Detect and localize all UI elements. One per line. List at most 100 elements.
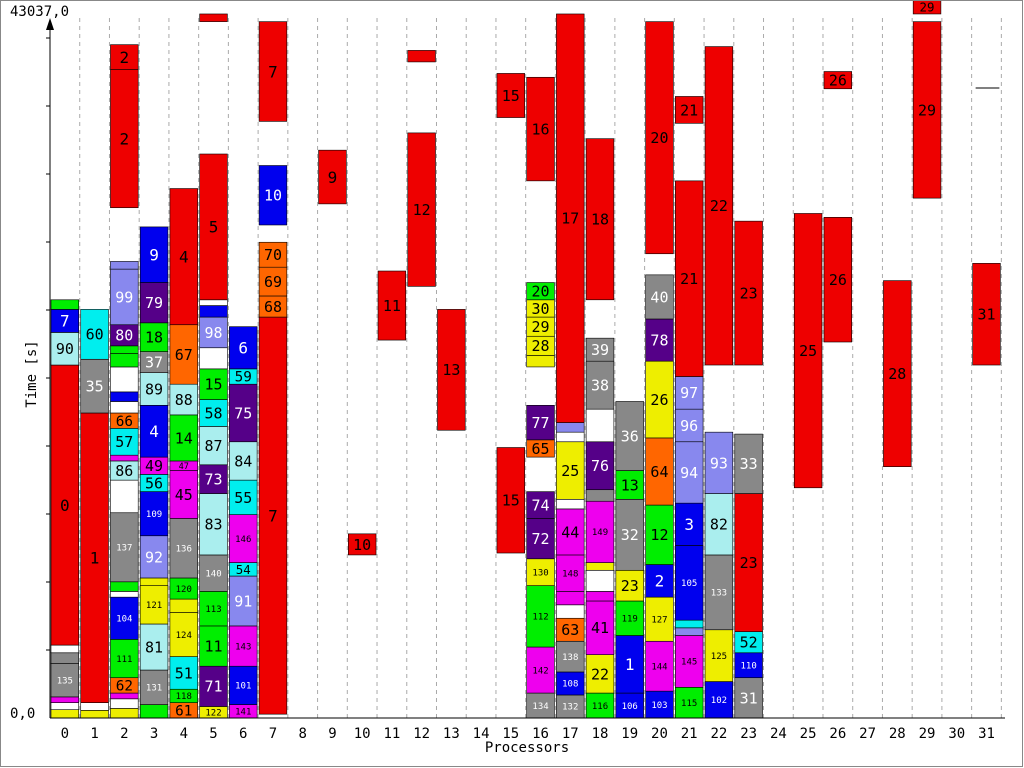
task-bar-p7-99 [258, 21, 288, 122]
task-label-23: 23 [740, 554, 758, 572]
task-bar-p3-51 [139, 322, 169, 352]
task-bar-p5-72 [199, 493, 228, 556]
task-bar-p21-169 [675, 545, 704, 621]
task-label-54: 54 [236, 562, 251, 577]
x-tick-label-11: 11 [383, 726, 400, 742]
task-bar-p21-174 [675, 180, 704, 377]
task-label-94: 94 [680, 464, 698, 482]
task-label-73: 73 [204, 471, 222, 489]
task-bar-p26-190 [823, 71, 853, 90]
task-label-103: 103 [651, 701, 667, 711]
task-label-122: 122 [205, 708, 221, 718]
task-bar-p18-146 [585, 337, 615, 362]
task-label-56: 56 [145, 474, 163, 492]
x-tick-label-18: 18 [592, 726, 609, 742]
task-label-35: 35 [86, 378, 104, 396]
task-bar-p4-56 [169, 656, 198, 690]
task-bar-p0-6 [50, 364, 80, 646]
task-label-2: 2 [120, 48, 130, 67]
x-tick-label-0: 0 [61, 726, 69, 742]
task-label-0: 0 [60, 496, 70, 515]
x-tick-label-6: 6 [239, 726, 247, 742]
task-bar-p17-134 [556, 13, 585, 423]
task-label-12: 12 [650, 526, 668, 544]
task-label-69: 69 [264, 273, 282, 291]
task-label-137: 137 [116, 544, 132, 554]
task-bar-p22-177 [704, 629, 734, 682]
y-max-label: 43037,0 [10, 4, 69, 20]
task-bar-p4-60 [169, 518, 198, 579]
task-bar-p23-185 [734, 493, 763, 632]
task-label-102: 102 [711, 696, 727, 706]
x-tick-label-22: 22 [710, 726, 727, 742]
x-tick-label-10: 10 [354, 726, 371, 742]
task-bar-p21-166 [675, 635, 704, 688]
x-tick-label-21: 21 [681, 726, 698, 742]
task-bar-p1-14 [80, 309, 109, 360]
task-label-82: 82 [710, 516, 728, 534]
task-bar-p18-136 [585, 654, 615, 694]
x-tick-label-12: 12 [413, 726, 430, 742]
x-tick-label-25: 25 [800, 726, 817, 742]
task-bar-p5-81 [199, 153, 228, 301]
task-label-17: 17 [561, 210, 579, 228]
task-label-67: 67 [175, 346, 193, 364]
task-label-127: 127 [651, 615, 667, 625]
task-label-28: 28 [888, 365, 906, 383]
task-label-52: 52 [740, 634, 758, 652]
task-bar-p15-106 [496, 447, 525, 554]
task-label-59: 59 [235, 370, 252, 386]
x-tick-label-7: 7 [269, 726, 277, 742]
task-label-14: 14 [175, 429, 193, 447]
task-label-49: 49 [145, 457, 163, 475]
task-label-23: 23 [621, 577, 639, 595]
task-label-101: 101 [235, 682, 251, 692]
task-label-76: 76 [591, 457, 609, 475]
y-min-label: 0,0 [10, 706, 35, 722]
task-bar-p4-63 [169, 414, 198, 462]
task-bar-p5-77 [199, 347, 228, 370]
task-bar-p21-171 [675, 441, 704, 504]
task-bar-p21-175 [675, 96, 704, 124]
task-label-1: 1 [90, 549, 100, 568]
task-label-4: 4 [149, 422, 159, 441]
task-bar-p17-127 [556, 591, 585, 606]
task-bar-p6-90 [229, 441, 258, 481]
task-bar-p5-68 [199, 665, 228, 707]
task-bar-p18-137 [585, 600, 615, 655]
task-label-44: 44 [561, 523, 579, 541]
task-label-7: 7 [60, 312, 70, 331]
task-bar-p2-15 [110, 708, 139, 719]
task-label-31: 31 [740, 689, 758, 707]
task-bar-p9-100 [318, 149, 347, 205]
task-bar-p2-38 [110, 44, 139, 70]
task-bar-p22-176 [704, 681, 734, 719]
task-label-104: 104 [116, 614, 132, 624]
x-tick-label-1: 1 [90, 726, 98, 742]
task-bars: 1350907135606211110413786576680992213181… [50, 0, 1001, 719]
task-label-88: 88 [175, 391, 193, 409]
x-tick-label-28: 28 [889, 726, 906, 742]
task-bar-p3-39 [139, 704, 169, 719]
task-label-25: 25 [799, 342, 817, 360]
task-label-2: 2 [655, 572, 665, 591]
task-label-70: 70 [264, 246, 282, 264]
task-bar-p3-44 [139, 535, 169, 579]
task-label-119: 119 [622, 614, 638, 624]
task-label-74: 74 [532, 496, 550, 514]
task-bar-p31-194 [972, 263, 1001, 366]
task-label-13: 13 [442, 361, 460, 379]
task-bar-p4-58 [169, 598, 198, 613]
task-bar-p16-115 [526, 405, 555, 441]
task-bar-p22-179 [704, 493, 734, 556]
x-tick-label-31: 31 [978, 726, 995, 742]
task-bar-p6-86 [229, 575, 258, 627]
task-label-145: 145 [681, 658, 697, 668]
task-bar-p5-71 [199, 554, 228, 592]
task-bar-p3-48 [139, 405, 169, 458]
task-bar-p20-159 [645, 504, 674, 565]
task-label-79: 79 [145, 294, 163, 312]
task-label-11: 11 [204, 637, 222, 655]
task-bar-p20-156 [645, 640, 674, 692]
x-tick-label-24: 24 [770, 726, 787, 742]
